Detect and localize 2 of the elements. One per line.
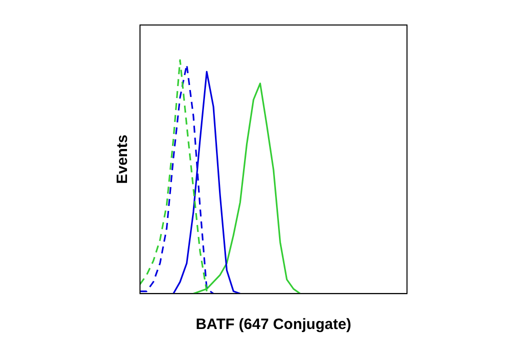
y-axis-title: Events <box>114 134 132 184</box>
x-axis-title: BATF (647 Conjugate) <box>196 316 352 334</box>
